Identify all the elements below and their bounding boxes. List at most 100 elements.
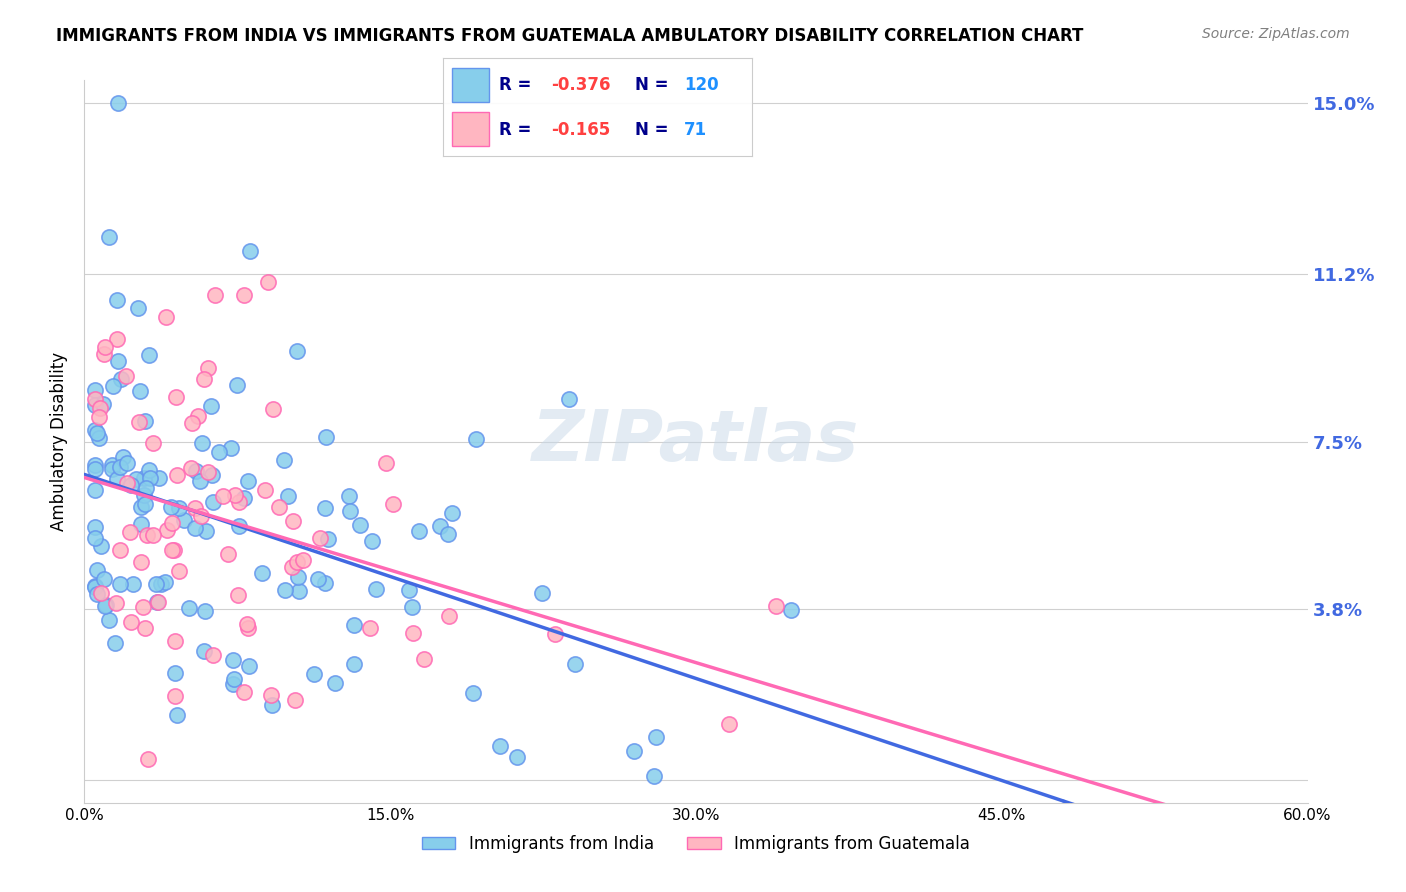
Y-axis label: Ambulatory Disability: Ambulatory Disability xyxy=(51,352,69,531)
Immigrants from Guatemala xyxy=(163,542,186,557)
Immigrants from Guatemala xyxy=(181,416,204,430)
Immigrants from Guatemala xyxy=(260,688,283,702)
Immigrants from India xyxy=(343,618,366,632)
Immigrants from Guatemala xyxy=(238,621,260,635)
Immigrants from India xyxy=(232,491,254,506)
Immigrants from India xyxy=(225,378,247,392)
Immigrants from India xyxy=(464,432,486,446)
Immigrants from Guatemala xyxy=(413,652,436,666)
Immigrants from Guatemala xyxy=(160,516,183,530)
Immigrants from India xyxy=(361,533,384,548)
Immigrants from Guatemala xyxy=(115,368,138,383)
Immigrants from India xyxy=(219,441,242,455)
Immigrants from India xyxy=(208,445,231,459)
Immigrants from Guatemala xyxy=(129,555,152,569)
Immigrants from India xyxy=(398,582,420,597)
Immigrants from India xyxy=(316,532,339,546)
Immigrants from India xyxy=(112,450,135,464)
Immigrants from India xyxy=(623,744,645,758)
Immigrants from India xyxy=(104,636,127,650)
Immigrants from Guatemala xyxy=(544,626,567,640)
Immigrants from India xyxy=(107,354,129,368)
Immigrants from Guatemala xyxy=(155,310,177,324)
Immigrants from Guatemala xyxy=(291,553,314,567)
Immigrants from India xyxy=(489,739,512,754)
Immigrants from India xyxy=(91,397,114,411)
Immigrants from Guatemala xyxy=(382,497,405,511)
Immigrants from Guatemala xyxy=(283,514,305,528)
Immigrants from India xyxy=(236,475,259,489)
Immigrants from India xyxy=(530,586,553,600)
Immigrants from India xyxy=(101,458,124,472)
Immigrants from India xyxy=(222,677,245,691)
Immigrants from India xyxy=(129,517,152,532)
Immigrants from India xyxy=(94,599,117,613)
Immigrants from India xyxy=(202,494,225,508)
Immigrants from India xyxy=(323,676,346,690)
Text: 71: 71 xyxy=(685,120,707,138)
Immigrants from India xyxy=(314,576,336,591)
Immigrants from Guatemala xyxy=(142,436,165,450)
Immigrants from India xyxy=(84,398,107,412)
Immigrants from India xyxy=(184,521,207,535)
Immigrants from India xyxy=(177,600,200,615)
Immigrants from Guatemala xyxy=(89,401,111,416)
Immigrants from India xyxy=(94,599,117,613)
Immigrants from India xyxy=(108,460,131,475)
Immigrants from India xyxy=(558,392,581,407)
Immigrants from Guatemala xyxy=(135,527,157,541)
Immigrants from India xyxy=(262,698,284,712)
Text: -0.376: -0.376 xyxy=(551,77,610,95)
Immigrants from India xyxy=(506,750,529,764)
Immigrants from Guatemala xyxy=(87,409,110,424)
Text: N =: N = xyxy=(634,77,673,95)
Immigrants from India xyxy=(145,595,167,609)
Immigrants from India xyxy=(250,566,273,580)
Immigrants from Guatemala xyxy=(134,621,156,635)
Immigrants from Guatemala xyxy=(197,361,219,376)
Bar xyxy=(453,68,489,102)
Immigrants from India xyxy=(277,490,299,504)
Immigrants from Guatemala xyxy=(187,409,209,423)
Immigrants from Guatemala xyxy=(285,555,308,569)
Immigrants from India xyxy=(337,489,360,503)
Immigrants from India xyxy=(83,458,105,472)
Immigrants from Guatemala xyxy=(439,608,461,623)
Immigrants from Guatemala xyxy=(184,500,207,515)
Text: N =: N = xyxy=(634,120,673,138)
Immigrants from Guatemala xyxy=(120,615,142,630)
Immigrants from India xyxy=(339,504,361,518)
Immigrants from Guatemala xyxy=(128,415,150,429)
Immigrants from India xyxy=(83,580,105,594)
Immigrants from India xyxy=(401,600,423,615)
Immigrants from India xyxy=(134,413,156,427)
Immigrants from India xyxy=(191,436,214,450)
Immigrants from India xyxy=(122,577,145,591)
Immigrants from India xyxy=(83,579,105,593)
Immigrants from India xyxy=(132,471,155,485)
Immigrants from India xyxy=(86,426,108,441)
Immigrants from Guatemala xyxy=(193,372,215,386)
Immigrants from Guatemala xyxy=(262,401,284,416)
Immigrants from India xyxy=(83,483,105,498)
Immigrants from Guatemala xyxy=(217,547,239,561)
Immigrants from Guatemala xyxy=(167,565,190,579)
Immigrants from Guatemala xyxy=(115,475,138,490)
Text: ZIPatlas: ZIPatlas xyxy=(533,407,859,476)
Immigrants from India xyxy=(302,667,325,681)
Immigrants from India xyxy=(97,230,120,244)
Immigrants from India xyxy=(84,423,107,437)
Immigrants from Guatemala xyxy=(204,288,226,302)
Immigrants from India xyxy=(90,539,112,553)
Immigrants from Guatemala xyxy=(90,585,112,599)
Immigrants from India xyxy=(238,659,260,673)
Immigrants from India xyxy=(110,372,132,386)
Immigrants from Guatemala xyxy=(163,633,186,648)
Immigrants from India xyxy=(315,430,337,444)
Immigrants from India xyxy=(153,575,176,590)
Immigrants from India xyxy=(127,301,149,316)
Immigrants from India xyxy=(288,584,311,599)
Immigrants from Guatemala xyxy=(162,542,184,557)
Immigrants from India xyxy=(105,293,128,307)
Immigrants from India xyxy=(173,513,195,527)
